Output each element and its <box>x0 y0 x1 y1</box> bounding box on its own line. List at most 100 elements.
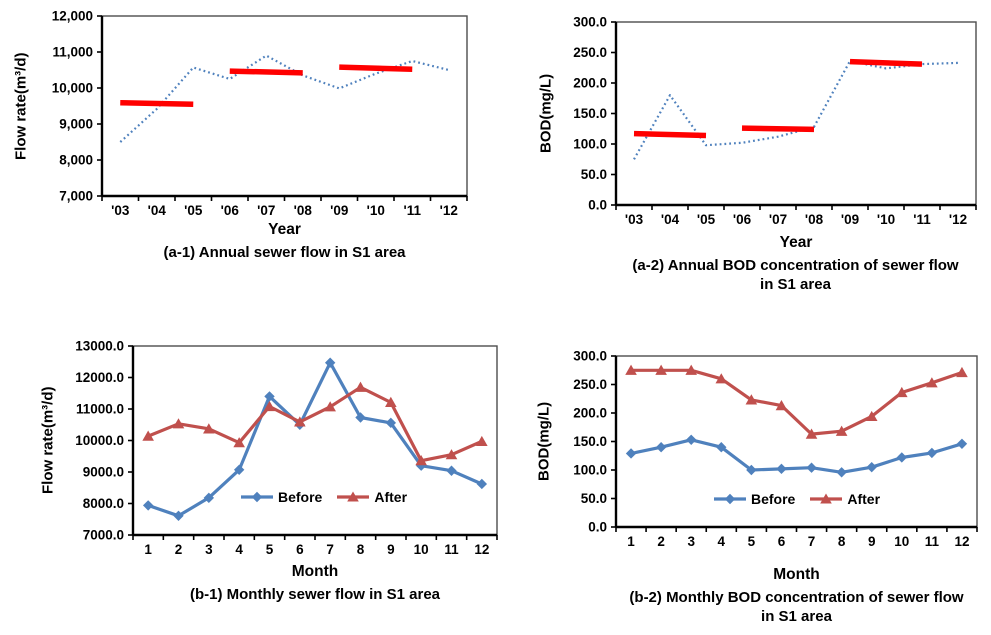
marker-triangle <box>655 364 667 375</box>
x-tick-label: 6 <box>778 534 786 549</box>
y-tick-label: 7000.0 <box>83 528 124 543</box>
x-tick-label: '06 <box>221 203 240 218</box>
x-tick-label: '11 <box>404 203 422 218</box>
a1-caption: (a-1) Annual sewer flow in S1 area <box>163 244 406 261</box>
b1-legend-label-before: Before <box>278 489 323 505</box>
x-tick-label: 9 <box>387 542 395 557</box>
x-tick-label: 4 <box>235 542 243 557</box>
trend-segment <box>229 68 303 76</box>
b1-legend-item-after: After <box>336 489 407 505</box>
triangle-icon <box>820 493 833 504</box>
a1-x-axis-title: Year <box>268 221 301 238</box>
y-tick-label: 300.0 <box>573 349 607 364</box>
trend-segment <box>741 125 815 133</box>
y-tick-label: 50.0 <box>581 491 607 506</box>
y-tick-label: 100.0 <box>573 463 607 478</box>
trend-segment <box>339 64 413 73</box>
x-tick-label: '07 <box>257 203 275 218</box>
marker-diamond <box>264 391 275 402</box>
y-tick-label: 100.0 <box>573 137 607 152</box>
b2-legend: Before After <box>713 491 880 507</box>
b1-plot-area: 13000.0 12000.0 11000.0 10000.0 9000.0 8000.0… <box>75 339 498 557</box>
x-tick-label: '03 <box>111 203 130 218</box>
marker-triangle <box>385 396 397 407</box>
x-tick-label: 8 <box>357 542 365 557</box>
a2-x-axis-title: Year <box>779 234 813 251</box>
y-tick-label: 13000.0 <box>75 339 124 354</box>
y-tick-label: 8000.0 <box>83 496 124 511</box>
x-tick-label: 7 <box>326 542 334 557</box>
marker-diamond <box>233 464 245 475</box>
b2-legend-label-after: After <box>847 491 881 507</box>
y-tick-label: 9,000 <box>59 117 93 132</box>
x-tick-label: '10 <box>367 203 385 218</box>
marker-triangle <box>142 430 154 441</box>
x-tick-label: 5 <box>266 542 274 557</box>
x-tick-label: '07 <box>769 212 787 227</box>
x-tick-label: 3 <box>205 542 213 557</box>
marker-diamond <box>203 492 215 504</box>
y-tick-label: 0.0 <box>588 198 607 213</box>
x-tick-label: 10 <box>894 534 909 549</box>
diamond-icon <box>724 493 736 505</box>
marker-triangle <box>324 401 336 412</box>
y-tick-label: 0.0 <box>588 520 607 535</box>
marker-triangle <box>715 373 728 384</box>
x-tick-label: '08 <box>294 203 313 218</box>
marker-diamond <box>655 442 667 453</box>
marker-triangle <box>294 416 306 427</box>
legend-line-diamond-icon <box>241 491 273 503</box>
chart-a2-annual-bod: BOD(mg/L) 300.0 250.0 200.0 150.0 100.0 50.0 0… <box>534 8 991 295</box>
x-tick-label: '09 <box>841 212 859 227</box>
x-tick-label: '09 <box>330 203 348 218</box>
marker-triangle <box>745 394 758 405</box>
y-tick-label: 200.0 <box>573 406 607 421</box>
x-tick-label: '08 <box>805 212 824 227</box>
marker-diamond <box>836 467 847 478</box>
x-tick-label: '04 <box>661 212 680 227</box>
chart-b1-monthly-flow: Flow rate(m³/d) 13000.0 12000.0 11000.0 100… <box>35 330 511 605</box>
marker-diamond <box>142 500 154 511</box>
marker-diamond <box>746 464 757 476</box>
series-line-after <box>147 385 483 463</box>
marker-diamond <box>446 465 457 476</box>
x-tick-label: 10 <box>414 542 429 557</box>
x-tick-label: '12 <box>949 212 967 227</box>
chart-a1-annual-flow: Flow rate(m³/d) 12,000 11,000 10,000 9,000 8… <box>8 8 479 263</box>
marker-triangle <box>625 364 637 375</box>
marker-triangle <box>263 400 276 412</box>
a1-y-axis-title: Flow rate(m³/d) <box>12 52 30 160</box>
x-tick-label: 11 <box>925 534 940 549</box>
legend-line-triangle-icon <box>337 491 370 502</box>
marker-triangle <box>926 377 938 388</box>
x-tick-label: '05 <box>184 203 203 218</box>
x-tick-label: '06 <box>733 212 752 227</box>
b1-legend: Before After <box>240 489 407 505</box>
x-tick-label: 4 <box>718 534 726 549</box>
diamond-icon <box>251 491 263 503</box>
x-tick-label: 2 <box>657 534 665 549</box>
marker-diamond <box>385 417 397 429</box>
x-tick-label: 1 <box>627 534 635 549</box>
b2-legend-item-after: After <box>809 491 880 507</box>
y-tick-label: 50.0 <box>581 167 607 182</box>
x-tick-label: 12 <box>474 542 489 557</box>
x-tick-label: '03 <box>625 212 644 227</box>
marker-diamond <box>355 412 366 423</box>
triangle-icon <box>347 491 360 502</box>
y-tick-label: 250.0 <box>573 377 607 392</box>
b2-caption: (b-2) Monthly BOD concentration of sewer… <box>629 589 964 625</box>
y-tick-label: 7,000 <box>59 189 93 204</box>
marker-triangle <box>805 428 818 439</box>
marker-diamond <box>324 357 336 368</box>
marker-triangle <box>775 399 788 411</box>
y-tick-label: 150.0 <box>573 106 607 121</box>
b2-legend-item-before: Before <box>713 491 795 507</box>
x-tick-label: '11 <box>913 212 931 227</box>
a2-y-axis-title: BOD(mg/L) <box>537 73 555 154</box>
y-tick-label: 10,000 <box>52 81 93 96</box>
y-tick-label: 300.0 <box>573 15 607 30</box>
b1-legend-item-before: Before <box>240 489 322 505</box>
